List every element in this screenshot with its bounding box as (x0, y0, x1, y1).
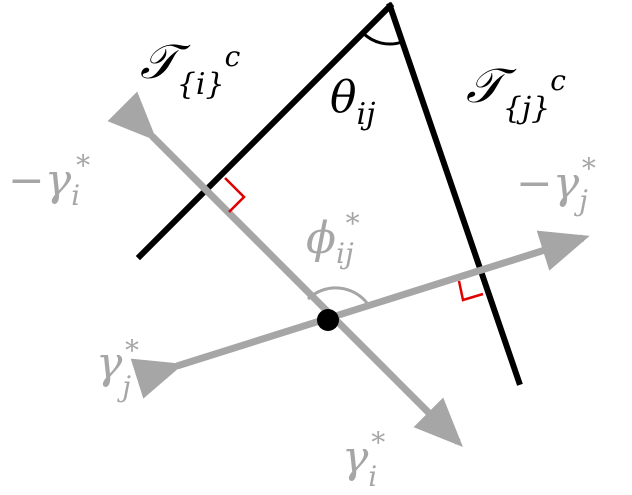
label-theta-ij: θij (330, 72, 375, 132)
theta-angle-arc (361, 31, 403, 46)
label-neg-gamma-i: −γi* (8, 149, 90, 212)
label-T-i-complement: 𝒯{i}c (140, 34, 241, 102)
label-T-j-complement: 𝒯{j}c (466, 58, 566, 126)
phi-angle-arc (306, 286, 369, 304)
label-phi-ij: ϕij* (306, 207, 360, 270)
right-angle-marker-j (457, 280, 484, 302)
gamma-j-axis-arrow (130, 230, 590, 399)
right-angle-marker-i (224, 177, 246, 213)
label-neg-gamma-j: −γj* (516, 152, 596, 217)
center-point (317, 309, 339, 331)
label-gamma-i: γi* (342, 426, 385, 493)
label-gamma-j: γj* (96, 334, 139, 403)
